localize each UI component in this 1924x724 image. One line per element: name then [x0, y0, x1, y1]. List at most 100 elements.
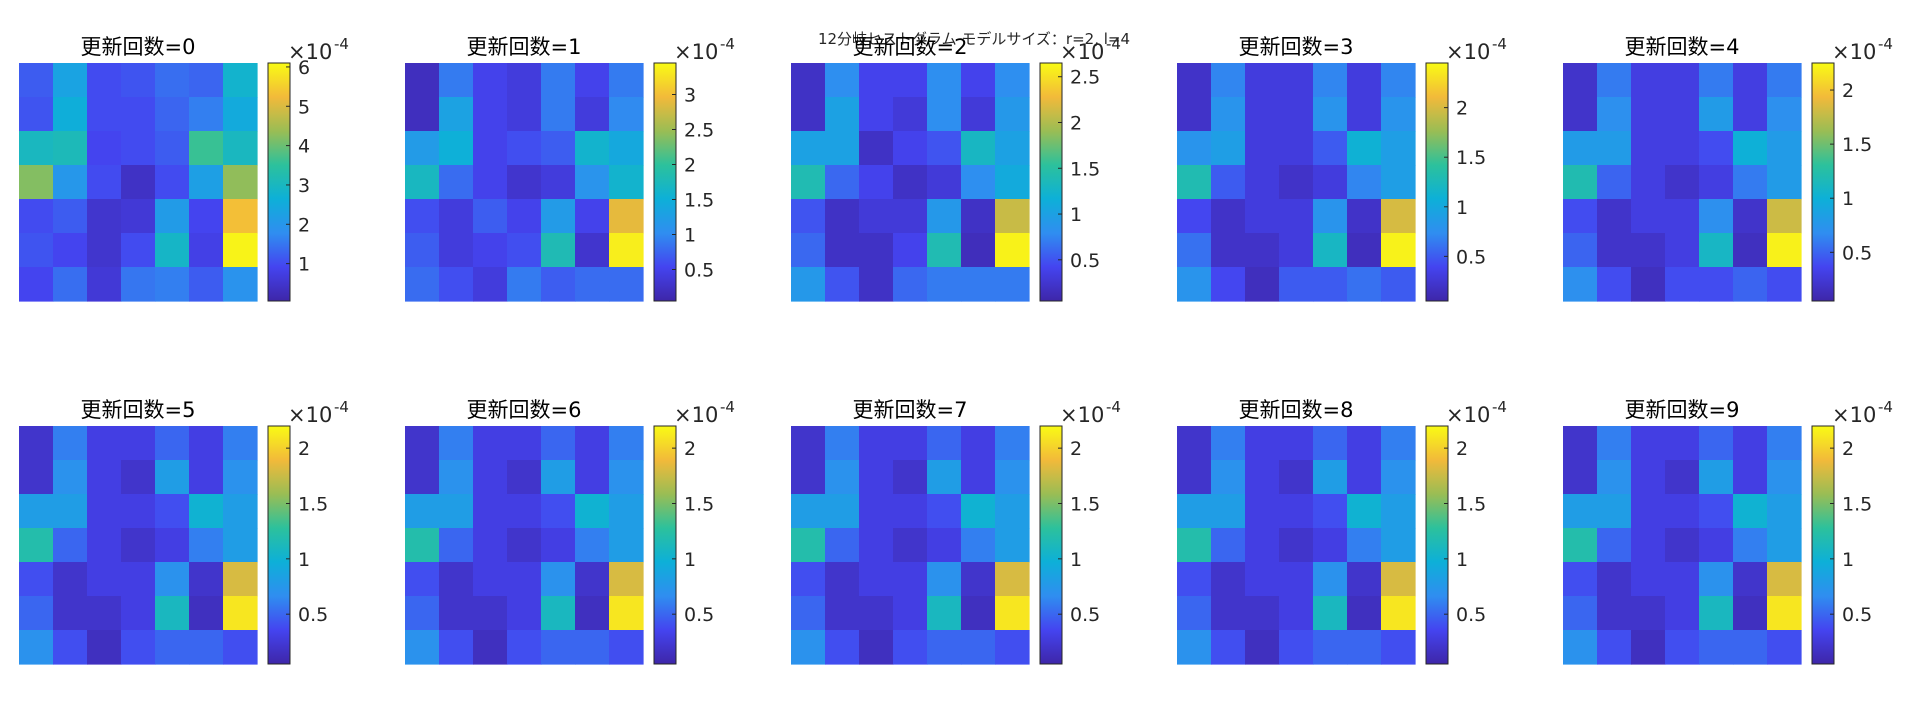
heatmap-cell: [53, 165, 88, 200]
heatmap-cell: [439, 199, 474, 234]
heatmap-cell: [575, 267, 610, 302]
heatmap-cell: [155, 630, 190, 665]
panel-title: 更新回数=9: [1625, 398, 1740, 422]
heatmap-cell: [1347, 630, 1382, 665]
colorbar-exponent: -4: [720, 35, 735, 53]
heatmap-cell: [1631, 97, 1666, 132]
heatmap-cell: [1381, 630, 1416, 665]
colorbar-tick-label: 2: [1070, 438, 1082, 460]
heatmap-cell: [155, 426, 190, 461]
heatmap-cell: [19, 131, 54, 166]
heatmap-cell: [439, 528, 474, 563]
heatmap-cell: [1631, 460, 1666, 495]
heatmap-cell: [1665, 494, 1700, 529]
heatmap-cell: [859, 233, 894, 268]
heatmap-cell: [439, 494, 474, 529]
heatmap-cell: [1313, 199, 1348, 234]
heatmap-cell: [1347, 267, 1382, 302]
colorbar-tick-label: 1: [684, 225, 696, 247]
heatmap-cell: [1631, 494, 1666, 529]
heatmap-cell: [189, 233, 224, 268]
heatmap-cell: [405, 630, 440, 665]
heatmap-cell: [53, 97, 88, 132]
heatmap-cell: [575, 165, 610, 200]
colorbar-tick-label: 1: [684, 549, 696, 571]
heatmap-cell: [87, 267, 122, 302]
heatmap-cell: [541, 267, 576, 302]
heatmap-cell: [575, 97, 610, 132]
heatmap-cell: [53, 596, 88, 631]
heatmap-cell: [961, 426, 996, 461]
heatmap-cell: [87, 233, 122, 268]
heatmap-cell: [609, 562, 644, 597]
heatmap-cell: [1563, 630, 1598, 665]
heatmap-cell: [575, 562, 610, 597]
colorbar-tick-label: 2: [1456, 98, 1468, 120]
heatmap-cell: [507, 528, 542, 563]
heatmap-cell: [1177, 630, 1212, 665]
heatmap-cell: [507, 165, 542, 200]
heatmap-cell: [1313, 165, 1348, 200]
heatmap-cell: [1347, 97, 1382, 132]
heatmap-cell: [1279, 426, 1314, 461]
heatmap-cell: [1381, 460, 1416, 495]
colorbar-tick-label: 1.5: [1842, 134, 1872, 156]
heatmap-cell: [1245, 97, 1280, 132]
heatmap-cell: [223, 528, 258, 563]
heatmap-cell: [121, 528, 156, 563]
colorbar-tick-label: 2: [1842, 80, 1854, 102]
heatmap-cell: [1381, 267, 1416, 302]
heatmap-cell: [1665, 97, 1700, 132]
heatmap-cell: [121, 630, 156, 665]
heatmap-cell: [1597, 199, 1632, 234]
colorbar-exponent: -4: [1492, 35, 1507, 53]
heatmap-cell: [1313, 596, 1348, 631]
heatmap-cell: [19, 426, 54, 461]
heatmap-cell: [1347, 131, 1382, 166]
colorbar-tick-label: 0.5: [1842, 604, 1872, 626]
heatmap-cell: [405, 267, 440, 302]
heatmap-cell: [473, 596, 508, 631]
heatmap-cell: [189, 562, 224, 597]
heatmap-cell: [791, 63, 826, 98]
heatmap-cell: [189, 267, 224, 302]
heatmap-cell: [405, 596, 440, 631]
heatmap-cell: [859, 199, 894, 234]
heatmap-cell: [995, 233, 1030, 268]
heatmap-cell: [1279, 528, 1314, 563]
heatmap-cell: [859, 528, 894, 563]
heatmap-cell: [1211, 165, 1246, 200]
colorbar-exponent: -4: [334, 398, 349, 416]
heatmap-cell: [507, 494, 542, 529]
heatmap-cell: [189, 131, 224, 166]
heatmap-cell: [893, 267, 928, 302]
heatmap-cell: [791, 233, 826, 268]
heatmap-cell: [893, 460, 928, 495]
heatmap-cell: [1245, 562, 1280, 597]
heatmap-cell: [189, 97, 224, 132]
heatmap-cell: [575, 494, 610, 529]
heatmap-cell: [1597, 494, 1632, 529]
heatmap-cell: [507, 267, 542, 302]
heatmap-cell: [825, 562, 860, 597]
heatmap-cell: [575, 131, 610, 166]
heatmap-cell: [1597, 267, 1632, 302]
heatmap-cell: [1245, 165, 1280, 200]
heatmap-cell: [189, 165, 224, 200]
heatmap-cell: [1279, 630, 1314, 665]
heatmap-cell: [1313, 460, 1348, 495]
colorbar-tick-label: 0.5: [298, 604, 328, 626]
heatmap-cell: [541, 528, 576, 563]
colorbar-multiplier: ×10: [1446, 40, 1490, 64]
heatmap-cell: [575, 63, 610, 98]
heatmap-cell: [1563, 63, 1598, 98]
heatmap-cell: [1245, 630, 1280, 665]
heatmap-cell: [405, 528, 440, 563]
heatmap-cell: [87, 460, 122, 495]
heatmap-cell: [859, 267, 894, 302]
heatmap-cell: [541, 460, 576, 495]
heatmap-cell: [995, 494, 1030, 529]
heatmap-cell: [405, 63, 440, 98]
heatmap-cell: [541, 165, 576, 200]
heatmap-cell: [609, 165, 644, 200]
